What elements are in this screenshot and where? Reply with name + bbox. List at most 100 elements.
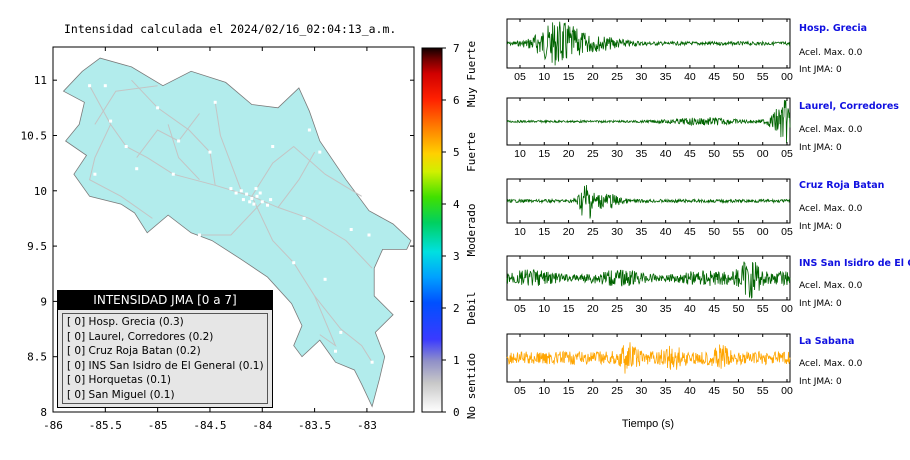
time-tick-label: 40 bbox=[684, 385, 696, 397]
legend-item: [ 0] Laurel, Corredores (0.2) bbox=[67, 330, 214, 343]
time-tick-label: 50 bbox=[733, 385, 745, 397]
map-title: Intensidad calculada el 2024/02/16_02:04… bbox=[64, 22, 397, 36]
time-tick-label: 30 bbox=[636, 385, 648, 397]
time-tick-label: 15 bbox=[538, 148, 550, 160]
colorbar-tick-label: 6 bbox=[453, 94, 460, 107]
time-tick-label: 45 bbox=[708, 71, 720, 83]
town-marker bbox=[318, 150, 322, 154]
town-marker bbox=[339, 330, 343, 334]
seismogram-frame bbox=[506, 255, 791, 301]
town-marker bbox=[258, 191, 262, 195]
time-tick-label: 25 bbox=[611, 385, 623, 397]
time-tick-label: 10 bbox=[538, 385, 550, 397]
town-marker bbox=[334, 349, 337, 353]
town-marker bbox=[271, 145, 275, 148]
time-tick-label: 10 bbox=[538, 303, 550, 315]
town-marker bbox=[254, 187, 258, 191]
legend-header: INTENSIDAD JMA [0 a 7] bbox=[58, 291, 272, 310]
seismogram-trace bbox=[506, 261, 791, 299]
colorbar-tick-label: 2 bbox=[453, 302, 460, 315]
colorbar-category-label: Fuerte bbox=[465, 132, 478, 172]
time-tick-label: 20 bbox=[587, 385, 599, 397]
road-line bbox=[277, 151, 316, 208]
time-tick-label: 55 bbox=[757, 303, 769, 315]
time-tick-label: 00 bbox=[781, 71, 793, 83]
y-tick-label: 8 bbox=[40, 406, 47, 419]
y-tick-label: 9.5 bbox=[27, 240, 47, 253]
town-marker bbox=[198, 233, 201, 237]
time-tick-label: 55 bbox=[733, 226, 745, 238]
station-name: La Sabana bbox=[799, 336, 855, 347]
time-tick-label: 40 bbox=[660, 226, 672, 238]
town-marker bbox=[234, 191, 238, 195]
time-tick-label: 25 bbox=[611, 303, 623, 315]
x-tick-label: -84 bbox=[252, 419, 272, 432]
legend-item: [ 0] Hosp. Grecia (0.3) bbox=[67, 316, 184, 328]
town-marker bbox=[302, 216, 306, 220]
time-tick-label: 15 bbox=[563, 303, 575, 315]
town-marker bbox=[360, 191, 364, 195]
time-tick-label: 05 bbox=[514, 303, 526, 315]
time-tick-label: 20 bbox=[587, 71, 599, 83]
town-marker bbox=[349, 228, 353, 231]
time-tick-label: 00 bbox=[757, 148, 769, 160]
map-x-axis: -86 -85.5 -85 -84.5 -84 -83.5 -83 bbox=[43, 47, 377, 432]
time-tick-label: 10 bbox=[514, 226, 526, 238]
time-tick-label: 15 bbox=[538, 226, 550, 238]
seismogram-panel: 10 15 20 25 30 35 40 45 50 55 00 05 bbox=[506, 97, 793, 160]
town-marker bbox=[245, 192, 249, 196]
station-jma: Int JMA: 0 bbox=[799, 143, 842, 153]
colorbar-tick-label: 0 bbox=[453, 406, 460, 419]
town-marker bbox=[323, 277, 327, 281]
time-tick-label: 00 bbox=[757, 226, 769, 238]
town-marker bbox=[241, 198, 245, 202]
colorbar-category-label: Muy Fuerte bbox=[465, 41, 478, 107]
road-line bbox=[214, 102, 242, 191]
colorbar-category-label: Debil bbox=[465, 291, 478, 324]
seismogram-panel: 10 15 20 25 30 35 40 45 50 55 00 05 bbox=[506, 178, 793, 238]
station-jma: Int JMA: 0 bbox=[799, 65, 842, 75]
road-line bbox=[131, 79, 216, 186]
station-jma: Int JMA: 0 bbox=[799, 222, 842, 232]
time-tick-label: 45 bbox=[708, 385, 720, 397]
road-line bbox=[199, 201, 263, 236]
road-line bbox=[94, 85, 158, 125]
town-marker bbox=[266, 203, 269, 207]
colorbar-gradient bbox=[421, 47, 443, 413]
town-marker bbox=[307, 128, 311, 132]
seismogram-trace bbox=[506, 184, 791, 219]
time-tick-label: 35 bbox=[636, 226, 648, 238]
station-acel: Acel. Max. 0.0 bbox=[799, 281, 863, 291]
seismogram-trace bbox=[506, 99, 791, 144]
town-marker bbox=[93, 172, 97, 176]
legend-item: [ 0] Cruz Roja Batan (0.2) bbox=[67, 345, 201, 358]
seismogram-panel: 05 10 15 20 25 30 35 40 45 50 55 00 bbox=[506, 18, 793, 83]
time-tick-label: 00 bbox=[781, 303, 793, 315]
x-tick-label: -83 bbox=[357, 419, 377, 432]
time-tick-label: 10 bbox=[514, 148, 526, 160]
seismogram-trace bbox=[506, 342, 791, 374]
station-jma: Int JMA: 0 bbox=[799, 377, 842, 387]
town-marker bbox=[269, 198, 273, 202]
x-tick-label: -84.5 bbox=[193, 419, 226, 432]
town-marker bbox=[88, 84, 92, 88]
station-name: Cruz Roja Batan bbox=[799, 180, 885, 191]
town-marker bbox=[255, 194, 259, 198]
time-tick-label: 35 bbox=[660, 385, 672, 397]
town-marker bbox=[171, 172, 175, 176]
time-tick-label: 05 bbox=[514, 385, 526, 397]
time-axis-label: Tiempo (s) bbox=[622, 418, 674, 430]
colorbar-category-label: No sentido bbox=[465, 353, 478, 419]
time-tick-label: 30 bbox=[636, 303, 648, 315]
time-tick-label: 30 bbox=[611, 226, 623, 238]
time-tick-label: 55 bbox=[733, 148, 745, 160]
map-y-axis: 11 10.5 10 9.5 9 8.5 8 bbox=[21, 74, 414, 419]
time-tick-label: 50 bbox=[733, 303, 745, 315]
colorbar-tick-label: 5 bbox=[453, 146, 460, 159]
colorbar-tick-label: 7 bbox=[453, 42, 460, 55]
x-tick-label: -86 bbox=[43, 419, 63, 432]
time-tick-label: 40 bbox=[684, 303, 696, 315]
intensity-legend: INTENSIDAD JMA [0 a 7] [ 0] Hosp. Grecia… bbox=[57, 290, 273, 408]
town-marker bbox=[367, 233, 371, 237]
